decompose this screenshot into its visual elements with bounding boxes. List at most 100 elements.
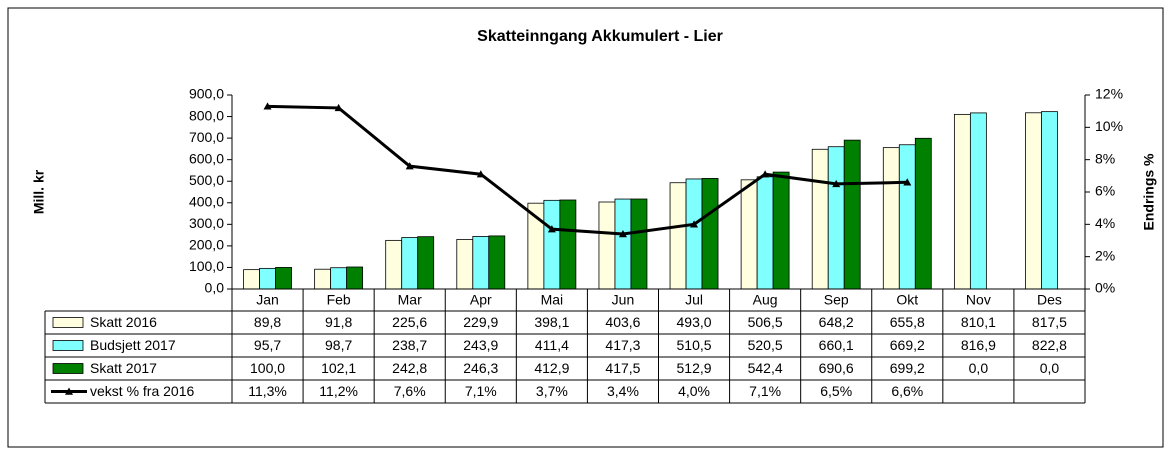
table-cell: 100,0: [250, 360, 285, 376]
legend-marker: [65, 387, 73, 395]
bar: [701, 178, 719, 290]
bar: [488, 235, 506, 290]
bar: [914, 137, 932, 290]
table-cell: 246,3: [463, 360, 498, 376]
bar: [685, 178, 703, 290]
bar: [882, 147, 900, 290]
bar: [827, 146, 845, 290]
table-cell: 690,6: [819, 360, 854, 376]
table-cell: 398,1: [534, 314, 569, 330]
line-marker: [761, 170, 770, 178]
table-cell: 3,7%: [536, 383, 568, 399]
y-tick-label: 600,0: [189, 150, 224, 166]
x-tick-label: Aug: [753, 292, 778, 308]
y2-tick-label: 8%: [1095, 150, 1115, 166]
x-tick-label: Apr: [470, 292, 492, 308]
bar: [472, 236, 490, 290]
table-cell: 4,0%: [678, 383, 710, 399]
table-cell: 3,4%: [607, 383, 639, 399]
table-cell: 660,1: [819, 337, 854, 353]
table-cell: 89,8: [254, 314, 281, 330]
table-cell: 11,3%: [248, 383, 287, 399]
x-tick-label: Mar: [398, 292, 422, 308]
bar: [740, 179, 758, 290]
table-cell: 98,7: [325, 337, 352, 353]
bar: [772, 171, 790, 290]
bar: [843, 139, 861, 290]
y2-axis-label: Endrings %: [1141, 153, 1157, 231]
line-marker: [903, 178, 912, 186]
line-marker: [476, 170, 485, 178]
bar: [969, 112, 987, 290]
bar: [275, 267, 292, 290]
x-tick-label: Feb: [327, 292, 351, 308]
y-tick-label: 400,0: [189, 193, 224, 209]
table-cell: 510,5: [677, 337, 712, 353]
y2-tick-label: 0%: [1095, 280, 1115, 296]
table-cell: 417,5: [605, 360, 640, 376]
legend-label: vekst % fra 2016: [90, 383, 194, 399]
table-cell: 91,8: [325, 314, 352, 330]
legend-swatch: [52, 317, 84, 328]
line-marker: [618, 230, 627, 238]
table-cell: 242,8: [392, 360, 427, 376]
table-cell: 411,4: [535, 337, 569, 353]
x-tick-label: Mai: [541, 292, 564, 308]
table-cell: 506,5: [748, 314, 783, 330]
line-marker: [405, 162, 414, 170]
x-tick-label: Jun: [612, 292, 635, 308]
y2-tick-label: 6%: [1095, 183, 1115, 199]
table-cell: 669,2: [890, 337, 925, 353]
bar: [598, 201, 616, 290]
y-tick-label: 700,0: [189, 129, 224, 145]
x-tick-label: Nov: [966, 292, 991, 308]
bar: [417, 236, 435, 290]
table-cell: 816,9: [961, 337, 996, 353]
y2-tick-label: 2%: [1095, 247, 1115, 263]
table-cell: 229,9: [463, 314, 498, 330]
table-cell: 810,1: [961, 314, 996, 330]
table-cell: 225,6: [392, 314, 427, 330]
table-cell: 102,1: [321, 360, 356, 376]
y-tick-label: 900,0: [189, 86, 224, 102]
table-cell: 417,3: [605, 337, 640, 353]
table-cell: 238,7: [392, 337, 427, 353]
line-marker: [690, 220, 699, 228]
bar: [401, 237, 419, 290]
line-marker: [334, 103, 343, 112]
table-cell: 243,9: [463, 337, 498, 353]
bar: [630, 198, 648, 290]
table-cell: 7,6%: [394, 383, 426, 399]
bar: [346, 266, 364, 290]
chart-title: Skatteinngang Akkumulert - Lier: [477, 28, 723, 45]
x-tick-label: Jul: [685, 292, 703, 308]
y-axis-label: Mill. kr: [31, 169, 47, 214]
legend-label: Skatt 2017: [90, 360, 157, 376]
table-cell: 512,9: [677, 360, 712, 376]
bar: [1025, 112, 1042, 290]
bar: [330, 267, 348, 290]
bar: [756, 176, 774, 290]
table-cell: 493,0: [677, 314, 712, 330]
x-tick-label: Jan: [256, 292, 279, 308]
legend-label: Budsjett 2017: [90, 337, 176, 353]
table-cell: 7,1%: [749, 383, 781, 399]
y-tick-label: 800,0: [189, 107, 224, 123]
table-cell: 648,2: [819, 314, 854, 330]
bar: [614, 198, 632, 290]
x-tick-label: Okt: [896, 292, 918, 308]
table-cell: 0,0: [969, 360, 989, 376]
table-cell: 822,8: [1032, 337, 1067, 353]
table-cell: 6,5%: [820, 383, 852, 399]
table-cell: 6,6%: [891, 383, 923, 399]
table-cell: 11,2%: [319, 383, 358, 399]
bar: [259, 267, 276, 290]
table-cell: 95,7: [254, 337, 281, 353]
y2-tick-label: 12%: [1095, 86, 1123, 102]
line-marker: [547, 225, 556, 233]
line-marker: [832, 179, 841, 188]
y2-tick-label: 10%: [1095, 118, 1123, 134]
legend-swatch: [52, 363, 84, 374]
line: [267, 104, 908, 236]
